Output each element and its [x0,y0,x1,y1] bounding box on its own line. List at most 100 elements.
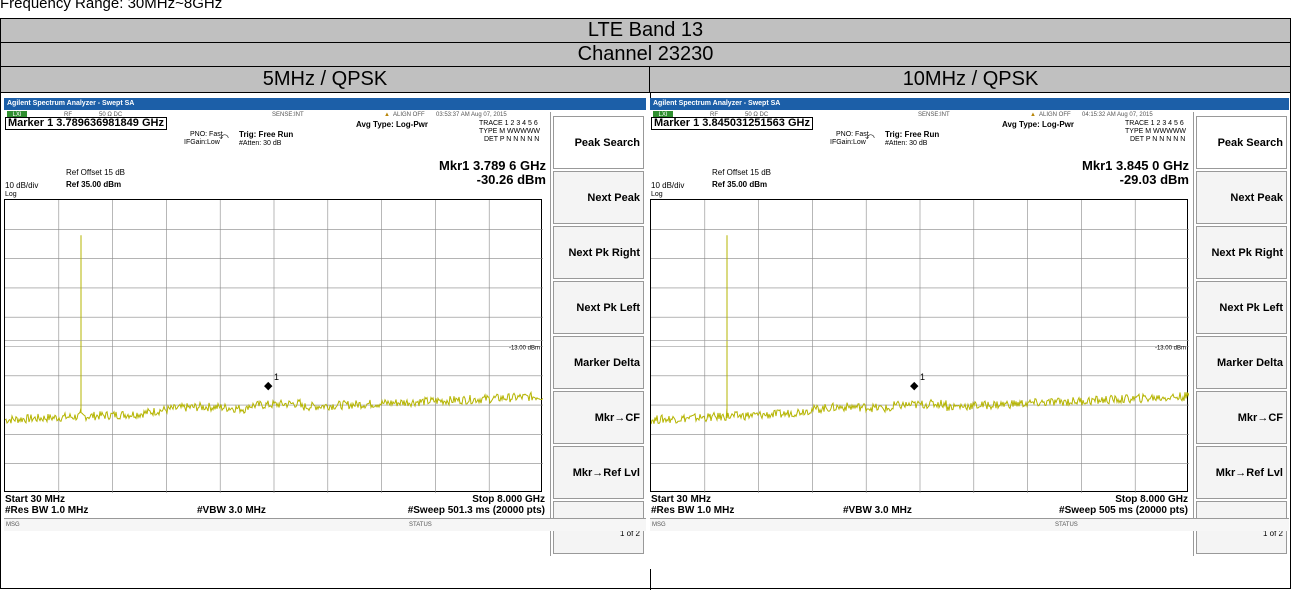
ref-offset: Ref Offset 15 dB [66,168,125,177]
trigger-setting: Trig: Free Run [239,130,294,139]
softkey-1[interactable]: Next Peak [553,171,644,224]
avg-type: Avg Type: Log-Pwr [356,120,428,129]
plot-grid [651,200,1189,493]
plot-grid [5,200,543,493]
atten-setting: #Atten: 30 dB [885,140,928,147]
start-frequency: Start 30 MHz [651,494,712,505]
atten-setting: #Atten: 30 dB [239,140,282,147]
msg-label: MSG [6,522,20,528]
status-rf: RF [710,112,718,118]
config-header-row: 5MHz / QPSK 10MHz / QPSK [1,67,1290,93]
band-header: LTE Band 13 [1,19,1290,43]
limit-label: -13.00 dBm [1155,346,1186,352]
status-bar: MSG STATUS [4,518,646,531]
marker-number: 1 [920,372,925,382]
trigger-setting: Trig: Free Run [885,130,940,139]
status-time: 03:53:37 AM Aug 07, 2015 [436,112,507,118]
ifgain-setting: IFGain:Low [184,139,220,146]
softkey-page-indicator: 1 of 2 [619,529,640,538]
status-label: STATUS [409,522,432,528]
channel-header: Channel 23230 [1,43,1290,67]
start-frequency: Start 30 MHz [5,494,66,505]
marker-readout-frequency: Mkr1 3.789 6 GHz [439,158,546,173]
status-rf: RF [64,112,72,118]
spectrum-plot[interactable]: ◆ 1 -13.00 dBm [650,199,1189,493]
status-coupling: 50 Ω DC [745,112,769,118]
video-bandwidth: #VBW 3.0 MHz [197,505,266,516]
softkey-6[interactable]: Mkr→Ref Lvl [553,446,644,499]
marker-readout-amplitude: -29.03 dBm [1119,172,1189,187]
lxi-icon: LXI [7,111,27,120]
ref-level: Ref 35.00 dBm [712,180,768,189]
stop-frequency: Stop 8.000 GHz [1115,494,1188,505]
type-indicator: TYPE M WWWWW [479,128,541,135]
status-sense: SENSE:INT [918,112,950,118]
softkey-5[interactable]: Mkr→CF [1196,391,1287,444]
softkey-3[interactable]: Next Pk Left [1196,281,1287,334]
warning-icon: ▲ [384,112,390,118]
marker-frequency-box[interactable]: Marker 1 3.789636981849 GHz [5,117,167,130]
pno-setting: PNO: Fast [190,131,223,138]
ifgain-setting: IFGain:Low [830,139,866,146]
scale-type: Log [5,191,17,198]
resolution-bandwidth: #Res BW 1.0 MHz [651,505,735,516]
resolution-bandwidth: #Res BW 1.0 MHz [5,505,89,516]
softkey-4[interactable]: Marker Delta [553,336,644,389]
type-indicator: TYPE M WWWWW [1125,128,1187,135]
softkey-2[interactable]: Next Pk Right [1196,226,1287,279]
status-align: ALIGN OFF [393,112,425,118]
status-coupling: 50 Ω DC [99,112,123,118]
avg-type: Avg Type: Log-Pwr [1002,120,1074,129]
analyzer-title-bar: Agilent Spectrum Analyzer - Swept SA [4,98,646,110]
frequency-range-caption: Frequency Range: 30MHz~8GHz [0,0,223,12]
marker-diamond-icon: ◆ [264,380,273,392]
softkey-2[interactable]: Next Pk Right [553,226,644,279]
ref-level: Ref 35.00 dBm [66,180,122,189]
softkey-1[interactable]: Next Peak [1196,171,1287,224]
status-label: STATUS [1055,522,1078,528]
msg-label: MSG [652,522,666,528]
det-indicator: DET P N N N N N [1130,136,1186,143]
analyzer-title-bar: Agilent Spectrum Analyzer - Swept SA [650,98,1289,110]
config-right: 10MHz / QPSK [902,68,1039,90]
spectrum-plot[interactable]: ◆ 1 -13.00 dBm [4,199,543,493]
trace-indicator: TRACE 1 2 3 4 5 6 [1125,120,1184,127]
marker-frequency-box[interactable]: Marker 1 3.845031251563 GHz [651,117,813,130]
softkey-0[interactable]: Peak Search [1196,116,1287,169]
det-indicator: DET P N N N N N [484,136,540,143]
softkey-0[interactable]: Peak Search [553,116,644,169]
marker-readout-amplitude: -30.26 dBm [476,172,546,187]
scale-div: 10 dB/div [651,181,685,190]
scale-type: Log [651,191,663,198]
trace-indicator: TRACE 1 2 3 4 5 6 [479,120,538,127]
loop-icon: ⤺ [865,131,875,141]
status-align: ALIGN OFF [1039,112,1071,118]
softkey-menu: Peak Search Next Peak Next Pk Right Next Pk… [1193,112,1289,556]
status-time: 04:15:32 AM Aug 07, 2015 [1082,112,1153,118]
pno-setting: PNO: Fast [836,131,869,138]
spectrum-analyzer-1: Agilent Spectrum Analyzer - Swept SA LXI… [650,98,1289,569]
loop-icon: ⤺ [219,131,229,141]
config-left: 5MHz / QPSK [1,67,650,92]
limit-label: -13.00 dBm [509,346,540,352]
softkey-menu: Peak Search Next Peak Next Pk Right Next Pk… [550,112,646,556]
marker-readout-frequency: Mkr1 3.845 0 GHz [1082,158,1189,173]
marker-number: 1 [274,372,279,382]
softkey-5[interactable]: Mkr→CF [553,391,644,444]
ref-offset: Ref Offset 15 dB [712,168,771,177]
scale-div: 10 dB/div [5,181,39,190]
softkey-6[interactable]: Mkr→Ref Lvl [1196,446,1287,499]
spectrum-analyzer-0: Agilent Spectrum Analyzer - Swept SA LXI… [4,98,646,569]
lxi-icon: LXI [653,111,673,120]
softkey-4[interactable]: Marker Delta [1196,336,1287,389]
status-sense: SENSE:INT [272,112,304,118]
status-bar: MSG STATUS [650,518,1289,531]
spectrum-trace [651,235,1189,425]
spectrum-trace [5,235,543,425]
warning-icon: ▲ [1030,112,1036,118]
softkey-page-indicator: 1 of 2 [1262,529,1283,538]
sweep-time: #Sweep 501.3 ms (20000 pts) [407,505,545,516]
video-bandwidth: #VBW 3.0 MHz [843,505,912,516]
softkey-3[interactable]: Next Pk Left [553,281,644,334]
stop-frequency: Stop 8.000 GHz [472,494,545,505]
